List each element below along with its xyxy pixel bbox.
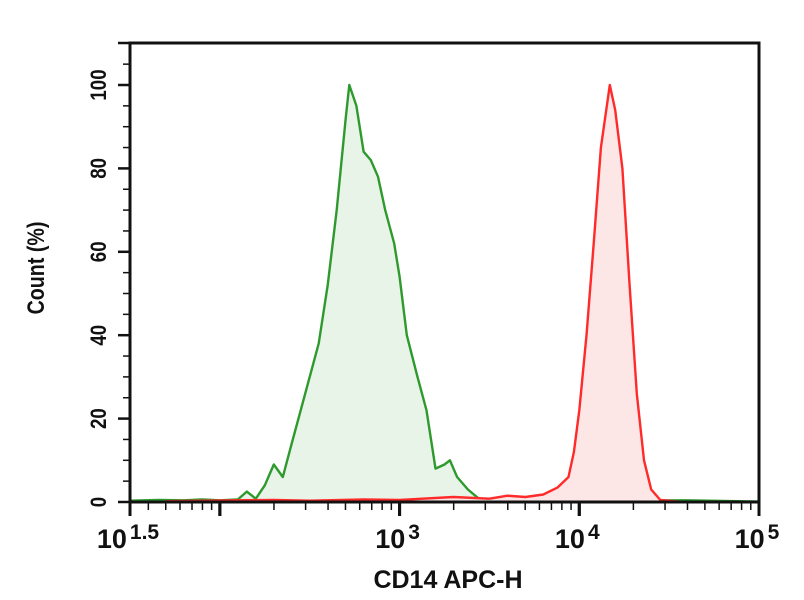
y-tick-label: 100 (88, 69, 112, 100)
x-tick-label: 10 1.5 (97, 521, 160, 554)
y-axis-title: Count (%) (22, 222, 49, 315)
x-axis-title: CD14 APC-H (373, 566, 522, 594)
y-tick-label: 40 (88, 325, 112, 346)
green-histogram-fill (130, 85, 759, 502)
plot-border (128, 41, 761, 504)
red-histogram-fill (165, 85, 759, 502)
x-tick-label: 10 5 (735, 521, 780, 554)
green-histogram-line (129, 83, 760, 503)
y-tick-label: 60 (88, 241, 112, 262)
y-tick-label: 80 (88, 158, 112, 179)
plot-frame (128, 41, 761, 504)
series-layer (129, 83, 760, 504)
x-axis: 10 1.5 10 3 10 4 10 5 (97, 502, 780, 554)
y-tick-label: 0 (88, 497, 112, 507)
x-tick-label: 10 3 (375, 521, 420, 554)
x-tick-label: 10 4 (555, 521, 600, 554)
red-histogram-line (165, 83, 760, 504)
y-tick-label: 20 (88, 408, 112, 429)
y-axis: 0 20 40 60 80 100 (88, 41, 130, 507)
